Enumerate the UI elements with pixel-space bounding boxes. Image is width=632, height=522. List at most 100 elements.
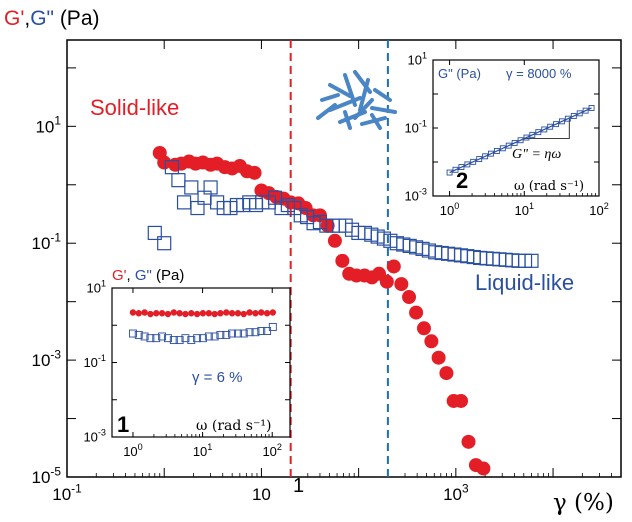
data-point-square xyxy=(140,332,149,341)
data-point-square xyxy=(452,166,459,173)
data-point-circle xyxy=(188,310,195,317)
data-point-square xyxy=(147,225,162,241)
data-point-circle xyxy=(394,277,409,292)
data-point-square xyxy=(470,158,477,165)
data-point-square xyxy=(228,329,237,338)
data-point-square xyxy=(257,327,266,335)
inset-2-fit-label: G" = ηω xyxy=(512,147,561,162)
data-point-square xyxy=(184,180,199,195)
inset-1-y-title-part-2: G" xyxy=(131,267,152,284)
data-point-square xyxy=(493,148,500,154)
data-point-circle xyxy=(402,290,417,305)
data-point-circle xyxy=(386,259,401,274)
data-point-square xyxy=(582,107,589,114)
data-point-circle xyxy=(129,309,137,316)
inset-2-slope-triangle xyxy=(524,118,570,139)
main-x-tick-label: 103 xyxy=(443,481,469,504)
data-point-circle xyxy=(476,461,491,476)
inset-1-annotation: γ = 6 % xyxy=(192,369,242,386)
data-point-square xyxy=(134,330,143,339)
inset-2-fit-line xyxy=(449,107,592,174)
inset-1-chart: G', G" (Pa) 100 101 102 101 10-1 10-3 γ = 6 %… xyxy=(83,267,291,459)
inset-1-y-axis-title: G', G" (Pa) xyxy=(112,267,184,284)
data-point-circle xyxy=(153,310,160,317)
data-point-square xyxy=(529,131,536,138)
main-x-axis-title: γ (%) xyxy=(553,490,614,516)
series-storage-modulus xyxy=(152,145,491,476)
inset-1-series-loss xyxy=(129,323,277,345)
data-point-square xyxy=(458,164,465,171)
main-y-title-part-1: , xyxy=(24,7,30,30)
data-point-square xyxy=(245,328,254,337)
data-point-square xyxy=(216,330,225,339)
main-y-tick-label: 10-1 xyxy=(32,231,62,254)
annotation-marker-1: 1 xyxy=(293,475,304,497)
annotation-solid-like: Solid-like xyxy=(90,95,179,120)
data-point-square xyxy=(171,173,186,188)
inset-1-x-axis-title: ω (rad s⁻¹) xyxy=(196,418,271,434)
data-point-square xyxy=(198,334,207,343)
data-point-square xyxy=(588,104,595,111)
data-point-square xyxy=(476,156,483,163)
inset2-x-tick-label: 101 xyxy=(515,201,535,218)
data-point-circle xyxy=(158,310,166,317)
data-point-circle xyxy=(246,309,253,316)
data-point-circle xyxy=(164,310,172,318)
data-point-square xyxy=(146,334,155,343)
inset-2-axis-ticks xyxy=(433,59,600,197)
data-point-circle xyxy=(182,310,189,318)
data-point-square xyxy=(152,334,161,343)
data-point-square xyxy=(251,328,260,337)
inset-1-number: 1 xyxy=(117,412,129,437)
data-point-square xyxy=(547,123,554,130)
data-point-square xyxy=(505,142,512,149)
inset1-x-tick-label: 100 xyxy=(123,442,143,459)
data-point-square xyxy=(570,113,577,119)
data-point-circle xyxy=(199,310,207,317)
data-point-square xyxy=(558,118,565,125)
inset-2-y-axis-title: G" (Pa) xyxy=(438,66,481,81)
data-point-circle xyxy=(247,165,262,180)
data-point-square xyxy=(129,329,137,338)
data-point-square xyxy=(268,323,277,331)
data-point-square xyxy=(203,180,218,195)
inset-1-tick-labels: 100 101 102 101 10-1 10-3 xyxy=(83,279,282,459)
data-point-square xyxy=(210,332,219,341)
inset1-x-tick-label: 102 xyxy=(262,442,282,459)
data-point-circle xyxy=(228,310,236,317)
main-x-tick-label: 10-1 xyxy=(52,481,82,504)
data-point-circle xyxy=(327,233,342,248)
data-point-square xyxy=(193,334,202,343)
inset-1-axis-ticks xyxy=(112,287,290,438)
inset2-x-tick-label: 100 xyxy=(440,201,460,218)
data-point-circle xyxy=(379,274,394,289)
data-point-square xyxy=(187,336,196,345)
data-point-square xyxy=(222,330,231,339)
data-point-circle xyxy=(252,310,259,317)
data-point-circle xyxy=(439,366,454,381)
data-point-circle xyxy=(240,310,247,318)
data-point-circle xyxy=(176,310,183,317)
inset1-y-tick-label: 101 xyxy=(86,279,106,296)
inset-1-y-title-part-3: (Pa) xyxy=(152,267,185,284)
data-point-circle xyxy=(263,310,271,317)
inset1-x-tick-label: 101 xyxy=(193,442,213,459)
data-point-circle xyxy=(269,309,277,316)
data-point-circle xyxy=(217,310,224,317)
inset-2-tick-labels: 100 101 102 101 10-1 10-3 xyxy=(404,51,608,218)
inset-2-number: 2 xyxy=(456,168,468,193)
data-point-circle xyxy=(205,310,213,317)
data-point-circle xyxy=(454,393,469,408)
data-point-square xyxy=(482,153,489,160)
data-point-square xyxy=(535,129,542,136)
data-point-square xyxy=(163,334,172,343)
inset-2-x-axis-title: ω (rad s⁻¹) xyxy=(514,179,584,194)
data-point-circle xyxy=(461,434,476,449)
main-y-tick-label: 10-5 xyxy=(32,464,62,487)
data-point-square xyxy=(446,169,453,176)
main-x-tick-label: 10 xyxy=(252,485,271,504)
data-point-circle xyxy=(135,310,142,317)
